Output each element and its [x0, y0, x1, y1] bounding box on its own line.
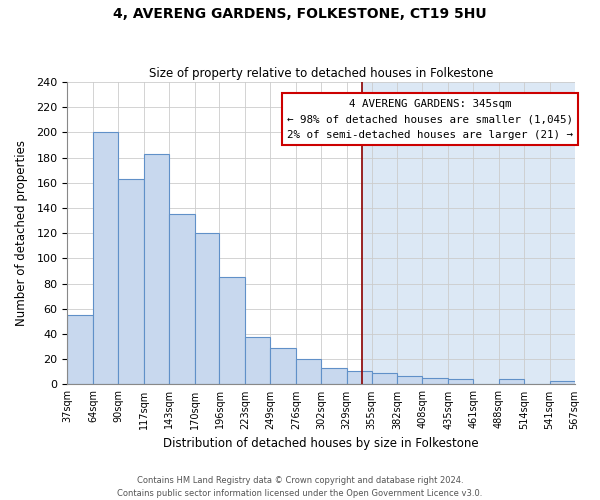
- Bar: [194, 233, 220, 384]
- X-axis label: Distribution of detached houses by size in Folkestone: Distribution of detached houses by size …: [163, 437, 479, 450]
- Bar: [499, 380, 524, 384]
- Bar: [67, 315, 93, 384]
- Bar: [220, 278, 245, 384]
- Y-axis label: Number of detached properties: Number of detached properties: [15, 140, 28, 326]
- Bar: [550, 380, 575, 384]
- Bar: [321, 368, 347, 384]
- Bar: [422, 378, 448, 384]
- Title: Size of property relative to detached houses in Folkestone: Size of property relative to detached ho…: [149, 66, 493, 80]
- Bar: [371, 373, 397, 384]
- Bar: [169, 214, 194, 384]
- Bar: [118, 179, 144, 384]
- Bar: [347, 370, 371, 384]
- Bar: [93, 132, 118, 384]
- Bar: [448, 380, 473, 384]
- Bar: [144, 154, 169, 384]
- Bar: [296, 359, 321, 384]
- Bar: [397, 376, 422, 384]
- Bar: [362, 82, 575, 384]
- Text: Contains HM Land Registry data © Crown copyright and database right 2024.
Contai: Contains HM Land Registry data © Crown c…: [118, 476, 482, 498]
- Text: 4, AVERENG GARDENS, FOLKESTONE, CT19 5HU: 4, AVERENG GARDENS, FOLKESTONE, CT19 5HU: [113, 8, 487, 22]
- Bar: [245, 336, 270, 384]
- Text: 4 AVERENG GARDENS: 345sqm
← 98% of detached houses are smaller (1,045)
2% of sem: 4 AVERENG GARDENS: 345sqm ← 98% of detac…: [287, 98, 573, 140]
- Bar: [270, 348, 296, 385]
